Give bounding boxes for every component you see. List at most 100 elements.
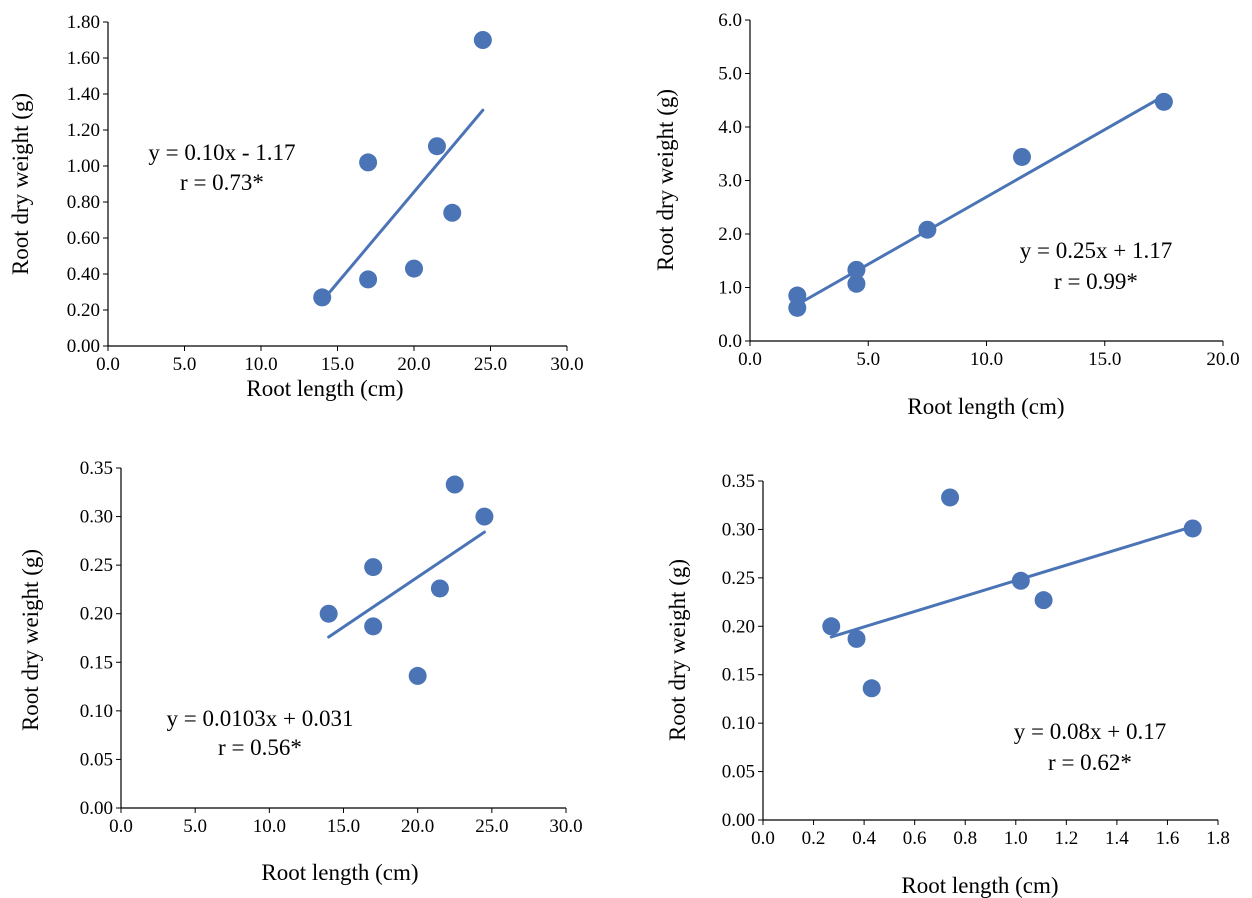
x-axis-title: Root length (cm) (907, 394, 1064, 419)
correlation-value: r = 0.62* (1048, 750, 1132, 775)
x-tick-label: 5.0 (173, 354, 197, 375)
correlation-value: r = 0.99* (1054, 269, 1138, 294)
x-tick-label: 15.0 (1088, 349, 1121, 370)
y-tick-label: 1.00 (67, 156, 100, 177)
chart-panel-1: 0.00 0.20 0.40 0.60 0.80 1.00 1.20 1.40 1.60 1.80… (8, 12, 584, 401)
x-tick-label: 25.0 (474, 354, 507, 375)
x-tick-label: 0.0 (751, 828, 775, 849)
x-tick-label: 10.0 (253, 816, 286, 837)
data-point (313, 288, 332, 307)
x-tick-label: 20.0 (1206, 349, 1239, 370)
y-tick-label: 1.80 (67, 12, 100, 33)
y-tick-label: 3.0 (718, 171, 742, 192)
chart-panel-3: 0.00 0.05 0.10 0.15 0.20 0.25 0.30 0.35 0.0 5.0 10… (18, 458, 583, 885)
data-point (359, 270, 378, 289)
data-point (918, 220, 937, 239)
x-tick-label: 15.0 (327, 816, 360, 837)
data-point (847, 629, 866, 648)
y-tick-label: 0.15 (722, 665, 755, 686)
x-tick-label: 0.0 (738, 349, 762, 370)
data-point (475, 507, 494, 526)
regression-equation: y = 0.25x + 1.17 (1020, 238, 1172, 263)
data-point (788, 298, 807, 317)
x-tick-label: 0.0 (109, 816, 133, 837)
x-tick-label: 1.4 (1105, 828, 1129, 849)
y-tick-label: 0.00 (80, 798, 113, 819)
x-tick-label: 0.8 (953, 828, 977, 849)
y-tick-label: 0.20 (722, 616, 755, 637)
y-tick-label: 0.60 (67, 228, 100, 249)
y-tick-label: 0.10 (722, 713, 755, 734)
y-tick-label: 2.0 (718, 224, 742, 245)
data-point (443, 203, 462, 222)
data-point (822, 617, 841, 636)
data-point (847, 260, 866, 279)
data-point (1154, 92, 1173, 111)
x-tick-label: 20.0 (401, 816, 434, 837)
x-axis-title: Root length (cm) (246, 376, 403, 401)
x-tick-label: 1.0 (1004, 828, 1028, 849)
data-point (941, 488, 960, 507)
y-axis-title: Root dry weight (g) (18, 549, 43, 731)
regression-equation: y = 0.10x - 1.17 (148, 140, 295, 165)
data-point (1012, 147, 1031, 166)
data-point (405, 259, 423, 278)
data-point (445, 475, 464, 494)
y-axis-title: Root dry weight (g) (665, 559, 690, 741)
y-tick-label: 0.10 (80, 701, 113, 722)
regression-equation: y = 0.08x + 0.17 (1014, 719, 1166, 744)
x-tick-label: 30.0 (549, 816, 582, 837)
x-tick-label: 0.0 (96, 354, 120, 375)
y-tick-label: 1.40 (67, 84, 100, 105)
y-axis-title: Root dry weight (g) (8, 93, 33, 275)
y-tick-label: 4.0 (718, 117, 742, 138)
x-tick-label: 20.0 (397, 354, 430, 375)
y-tick-label: 0.0 (718, 331, 742, 352)
y-tick-label: 0.25 (722, 568, 755, 589)
x-axis-title: Root length (cm) (901, 873, 1058, 898)
x-tick-label: 5.0 (856, 349, 880, 370)
chart-panel-2: 0.0 1.0 2.0 3.0 4.0 5.0 6.0 0.0 5.0 10.0 15.0 20.0 R… (653, 10, 1240, 419)
y-tick-label: 1.0 (718, 278, 742, 299)
data-point (788, 286, 807, 305)
y-tick-label: 0.15 (80, 652, 113, 673)
correlation-value: r = 0.56* (218, 735, 302, 760)
y-tick-label: 0.20 (67, 300, 100, 321)
y-tick-label: 1.60 (67, 48, 100, 69)
y-tick-label: 0.80 (67, 192, 100, 213)
x-tick-label: 10.0 (970, 349, 1003, 370)
chart-panel-4: 0.00 0.05 0.10 0.15 0.20 0.25 0.30 0.35 0.0 0.2 0.… (665, 471, 1230, 898)
data-point (1183, 519, 1202, 538)
x-axis-title: Root length (cm) (261, 860, 418, 885)
y-tick-label: 0.35 (722, 471, 755, 492)
trend-line (320, 108, 485, 303)
y-tick-label: 0.35 (80, 458, 113, 479)
data-point (427, 137, 446, 156)
data-point (359, 153, 378, 172)
x-tick-label: 0.4 (852, 828, 876, 849)
x-tick-label: 1.6 (1156, 828, 1180, 849)
x-tick-label: 30.0 (550, 354, 583, 375)
x-tick-label: 1.2 (1054, 828, 1078, 849)
y-tick-label: 0.20 (80, 604, 113, 625)
x-tick-label: 5.0 (183, 816, 207, 837)
data-point (1011, 571, 1030, 590)
y-tick-label: 0.30 (80, 507, 113, 528)
y-tick-label: 0.00 (722, 810, 755, 831)
data-point (430, 579, 449, 598)
y-tick-label: 0.05 (80, 749, 113, 770)
trend-line (327, 530, 486, 639)
y-tick-label: 0.30 (722, 519, 755, 540)
x-tick-label: 1.8 (1206, 828, 1230, 849)
data-point (364, 617, 383, 636)
data-point (473, 31, 492, 49)
x-tick-label: 25.0 (475, 816, 508, 837)
y-tick-label: 0.25 (80, 555, 113, 576)
y-tick-label: 0.40 (67, 264, 100, 285)
y-tick-label: 0.05 (722, 762, 755, 783)
y-axis-title: Root dry weight (g) (653, 89, 678, 271)
correlation-value: r = 0.73* (180, 170, 264, 195)
data-point (364, 558, 383, 577)
x-tick-label: 15.0 (321, 354, 354, 375)
